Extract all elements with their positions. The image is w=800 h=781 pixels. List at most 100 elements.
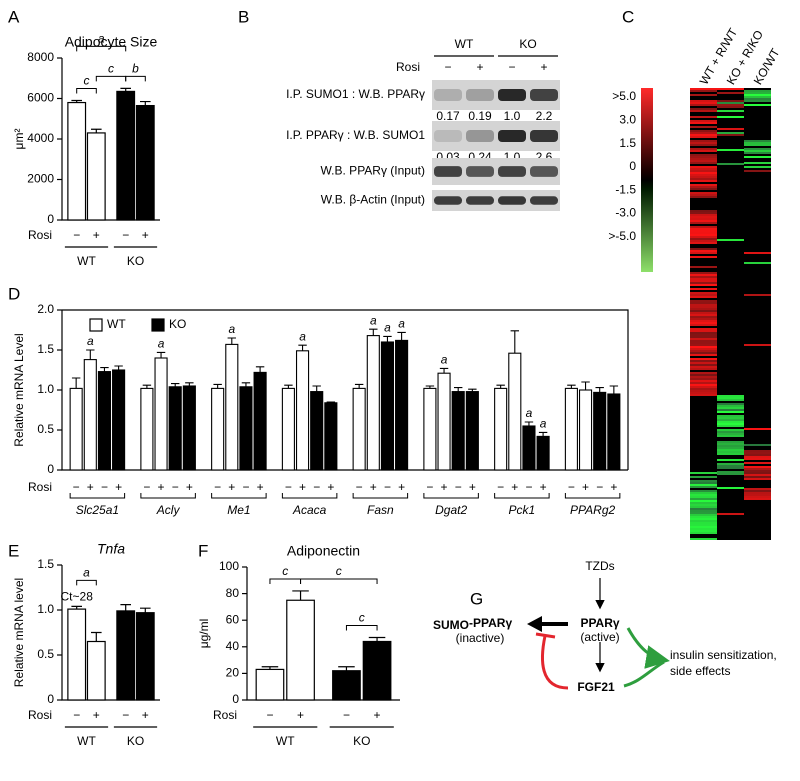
heatmap-cell (690, 360, 717, 362)
bracket-label: a (83, 566, 90, 580)
heatmap-cell (690, 116, 717, 118)
bar (182, 385, 196, 471)
heatmap-cell (690, 88, 717, 90)
heatmap-cell (690, 364, 717, 366)
error-bar (354, 383, 364, 389)
sig-letter: a (540, 417, 547, 431)
heatmap-cell (690, 358, 717, 360)
error-bar (338, 666, 355, 671)
blot-band (530, 130, 558, 142)
error-bar (120, 604, 131, 611)
heatmap-cell (717, 433, 744, 435)
heatmap-cell (690, 180, 717, 182)
heatmap-cell (690, 296, 717, 298)
heatmap-cell (690, 346, 717, 348)
heatmap-cell (690, 120, 717, 122)
y-axis-label: Relative mRNA Level (12, 333, 26, 446)
bar (465, 391, 479, 471)
heatmap-cell (690, 354, 717, 356)
blot-strip (432, 190, 560, 211)
bar (255, 668, 285, 701)
heatmap-cell (690, 172, 717, 174)
heatmap-cell (690, 276, 717, 278)
panel-letter: G (470, 589, 483, 608)
heatmap-cell (690, 502, 717, 504)
gene-bracket (211, 493, 267, 499)
heatmap-cell (690, 504, 717, 506)
gene-label: Acaca (292, 503, 327, 517)
heatmap-cell (690, 280, 717, 282)
blot-band (498, 196, 526, 205)
heatmap-cell (690, 158, 717, 160)
bar (578, 389, 593, 471)
heatmap-cell (717, 163, 744, 165)
blot-band (434, 166, 462, 177)
rosi-sign: − (356, 480, 363, 494)
y-tick-label: 8000 (27, 50, 54, 64)
bar (494, 387, 508, 471)
heatmap-cell (744, 140, 771, 142)
heatmap-cell (690, 330, 717, 332)
heatmap-cell (744, 452, 771, 454)
rosi-sign: − (444, 60, 451, 74)
heatmap-cell (690, 350, 717, 352)
chart-title: Adipocyte Size (65, 34, 158, 50)
heatmap-cell (690, 102, 717, 104)
bar (225, 343, 239, 471)
bar (437, 372, 451, 471)
bar (239, 386, 253, 471)
bracket (269, 578, 302, 584)
error-bar (567, 384, 576, 389)
blot-band (434, 130, 462, 142)
scale-label: 0 (629, 159, 636, 173)
bar (324, 402, 338, 471)
bar (310, 391, 324, 471)
rosi-sign: − (455, 480, 462, 494)
heatmap-cell (717, 453, 744, 455)
error-bar (255, 366, 265, 373)
heatmap-cell (744, 152, 771, 154)
heatmap-cell (690, 392, 717, 394)
heatmap-cell (744, 156, 771, 158)
heatmap-cell (690, 228, 717, 230)
rosi-sign: − (285, 480, 292, 494)
heatmap-cell (744, 488, 771, 490)
heatmap-cell (690, 526, 717, 528)
heatmap-cell (744, 458, 771, 460)
blot-band (530, 89, 558, 101)
heatmap-cell (690, 196, 717, 198)
heatmap-cell (690, 148, 717, 150)
heatmap-cell (744, 496, 771, 498)
heatmap-cell (717, 443, 744, 445)
bar (86, 132, 106, 221)
blot-quant: 2.2 (536, 109, 553, 123)
heatmap-cell (690, 380, 717, 382)
rosi-sign: + (299, 480, 306, 494)
heatmap-cell (717, 441, 744, 443)
heatmap-cell (744, 462, 771, 464)
blot-band (466, 166, 494, 177)
sig-letter: a (398, 317, 405, 331)
heatmap-cell (717, 473, 744, 475)
rosi-sign: − (101, 480, 108, 494)
heatmap-cell (744, 466, 771, 468)
heatmap-cell (690, 372, 717, 374)
heatmap-cell (690, 538, 717, 540)
heatmap-cell (744, 444, 771, 446)
heatmap-cell (690, 500, 717, 502)
y-tick-label: 0 (47, 692, 54, 706)
heatmap-cell (690, 136, 717, 138)
y-tick-label: 2000 (27, 172, 54, 186)
heatmap-cell (717, 110, 744, 112)
bar (116, 90, 136, 221)
heatmap-cell (690, 226, 717, 228)
rosi-sign: − (384, 480, 391, 494)
rosi-label: Rosi (213, 708, 237, 722)
heatmap-cell (744, 472, 771, 474)
y-tick-label: 20 (226, 666, 240, 680)
blot-band (466, 89, 494, 101)
heatmap-cell (717, 132, 744, 134)
error-bar (581, 381, 590, 390)
heatmap-cell (690, 384, 717, 386)
error-bar (524, 421, 534, 426)
